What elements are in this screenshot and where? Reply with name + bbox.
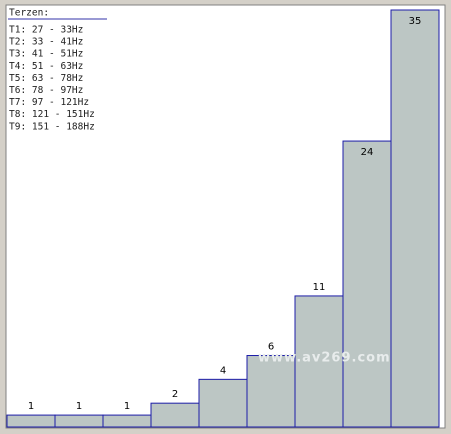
legend-entry: T3: 41 - 51Hz [9, 49, 83, 60]
value-label: 2 [172, 389, 178, 400]
legend-entry: T6: 78 - 97Hz [9, 85, 83, 96]
value-label: 1 [76, 401, 82, 412]
bar [342, 140, 392, 428]
value-label: 6 [268, 342, 274, 353]
legend-entry: T1: 27 - 33Hz [9, 25, 83, 36]
bar [6, 414, 56, 428]
legend-entry: T9: 151 - 188Hz [9, 121, 95, 132]
bar [246, 355, 296, 428]
bar [102, 414, 152, 428]
bar [54, 414, 104, 428]
value-label: 11 [313, 282, 326, 293]
value-label: 1 [28, 401, 34, 412]
legend-entry: T4: 51 - 63Hz [9, 61, 83, 72]
legend-entry: T5: 63 - 78Hz [9, 73, 83, 84]
bar [198, 378, 248, 428]
bar [390, 9, 440, 428]
value-label: 24 [361, 147, 374, 158]
bar [294, 295, 344, 428]
value-label: 35 [409, 16, 422, 27]
value-label: 4 [220, 365, 226, 376]
watermark: www.av269.com [258, 351, 391, 366]
legend-entry: T7: 97 - 121Hz [9, 97, 89, 108]
legend-entry: T2: 33 - 41Hz [9, 37, 83, 48]
legend-entry: T8: 121 - 151Hz [9, 109, 95, 120]
bar [150, 402, 200, 428]
legend-title: Terzen: [9, 8, 49, 19]
value-label: 1 [124, 401, 130, 412]
